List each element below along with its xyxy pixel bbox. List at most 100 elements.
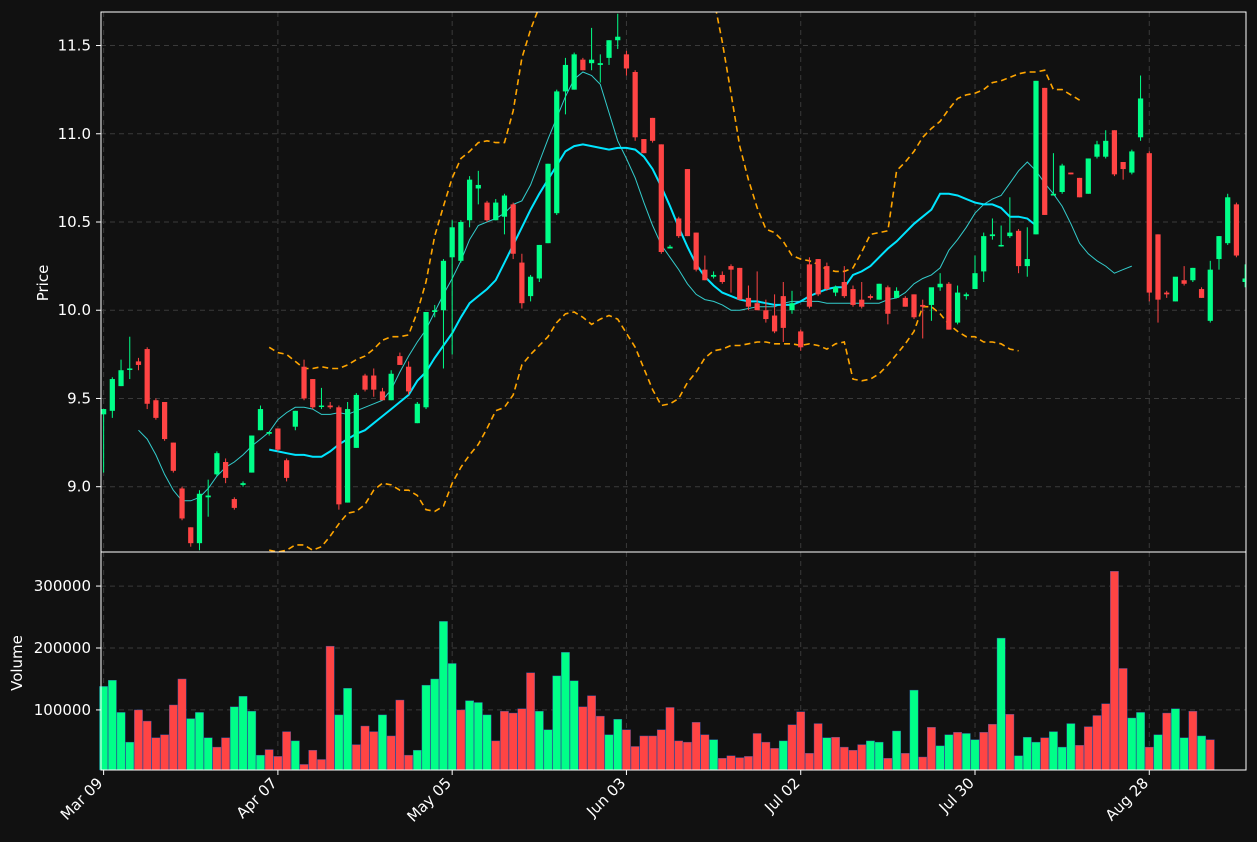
candle-body	[1085, 158, 1091, 194]
volume-bar	[961, 733, 971, 771]
candle	[466, 176, 473, 228]
candle	[388, 370, 394, 401]
candle	[231, 497, 237, 510]
candle-body	[283, 460, 290, 478]
candle-body	[806, 264, 813, 307]
candle-body	[1024, 259, 1030, 267]
volume-bar	[996, 637, 1006, 771]
y-tick-label: 300000	[34, 577, 91, 595]
candle	[545, 163, 551, 244]
candle	[632, 70, 638, 141]
candle-body	[1033, 80, 1039, 235]
candle-body	[954, 292, 961, 323]
candle	[336, 405, 342, 510]
candle-body	[1120, 162, 1126, 170]
volume-bar	[944, 734, 954, 771]
price-y-axis: 9.0 9.5 10.0 10.5 11.0 11.5	[58, 37, 101, 496]
volume-bar	[883, 758, 893, 771]
candle	[676, 216, 682, 238]
volume-bar	[813, 723, 823, 771]
candle	[179, 486, 185, 521]
candle-body	[275, 428, 281, 450]
volume-bar	[229, 706, 239, 771]
candle-body	[231, 499, 237, 508]
volume-bar	[369, 731, 379, 771]
volume-bar	[848, 749, 858, 771]
volume-bar	[796, 711, 806, 771]
candle	[501, 193, 508, 235]
candle	[710, 271, 717, 279]
candle	[170, 442, 176, 473]
volume-bar	[465, 700, 474, 771]
volume-bar	[447, 663, 457, 771]
candle	[362, 373, 368, 392]
candle-body	[684, 169, 691, 237]
volume-bar	[691, 722, 701, 771]
candle	[161, 402, 168, 441]
candle-body	[920, 304, 926, 307]
candle	[920, 299, 926, 339]
volume-bar	[988, 723, 997, 771]
candle-body	[222, 462, 229, 478]
volume-bar	[500, 710, 509, 771]
sma-short-line	[138, 71, 1132, 502]
candle	[310, 379, 316, 410]
candle-body	[763, 310, 769, 320]
candle	[623, 50, 630, 76]
volume-bar	[778, 740, 788, 771]
candle-body	[641, 139, 647, 154]
volume-bar	[857, 744, 867, 771]
candle-body	[1172, 276, 1179, 302]
candle-body	[1137, 98, 1144, 138]
candle	[432, 304, 438, 318]
volume-bar	[203, 737, 213, 771]
candle	[318, 387, 325, 410]
candle	[798, 329, 804, 351]
volume-bar	[151, 737, 161, 771]
candle	[780, 282, 786, 342]
candle-body	[257, 409, 264, 431]
candle-body	[1181, 280, 1187, 284]
candle-body	[1216, 236, 1222, 260]
volume-bar	[325, 645, 335, 771]
candle-body	[893, 290, 900, 298]
candle-body	[1050, 193, 1057, 196]
candle	[597, 54, 603, 83]
candle-body	[981, 236, 987, 272]
candle-body	[946, 283, 952, 330]
candle-body	[1103, 140, 1109, 157]
volume-bar	[1153, 734, 1163, 771]
candle-body	[885, 287, 891, 314]
volume-bar	[822, 737, 832, 771]
candle	[893, 287, 900, 298]
volume-bar	[439, 621, 448, 771]
candle-body	[1094, 144, 1100, 157]
price-series	[138, 12, 1132, 552]
candle	[946, 282, 952, 330]
volume-bar	[1127, 717, 1137, 771]
volume-bar	[543, 729, 553, 771]
candle-body	[771, 315, 778, 332]
volume-bar	[735, 757, 745, 771]
candle-body	[101, 409, 107, 415]
candle	[240, 481, 246, 487]
candle	[458, 220, 464, 263]
candle	[1181, 266, 1187, 286]
candle	[205, 479, 211, 517]
candle	[353, 393, 359, 448]
candle	[222, 458, 229, 484]
volume-bar	[953, 732, 962, 771]
candle-body	[1146, 153, 1152, 293]
candle-body	[745, 297, 752, 307]
candle	[135, 357, 142, 371]
candle	[118, 359, 124, 387]
candle	[344, 402, 351, 503]
candle-body	[998, 244, 1004, 247]
candle	[876, 283, 882, 300]
candle-body	[127, 368, 133, 370]
candle	[1050, 153, 1057, 196]
candle	[1007, 197, 1013, 238]
candle-body	[388, 373, 394, 401]
candle-body	[1233, 204, 1240, 256]
candle	[1094, 140, 1100, 159]
